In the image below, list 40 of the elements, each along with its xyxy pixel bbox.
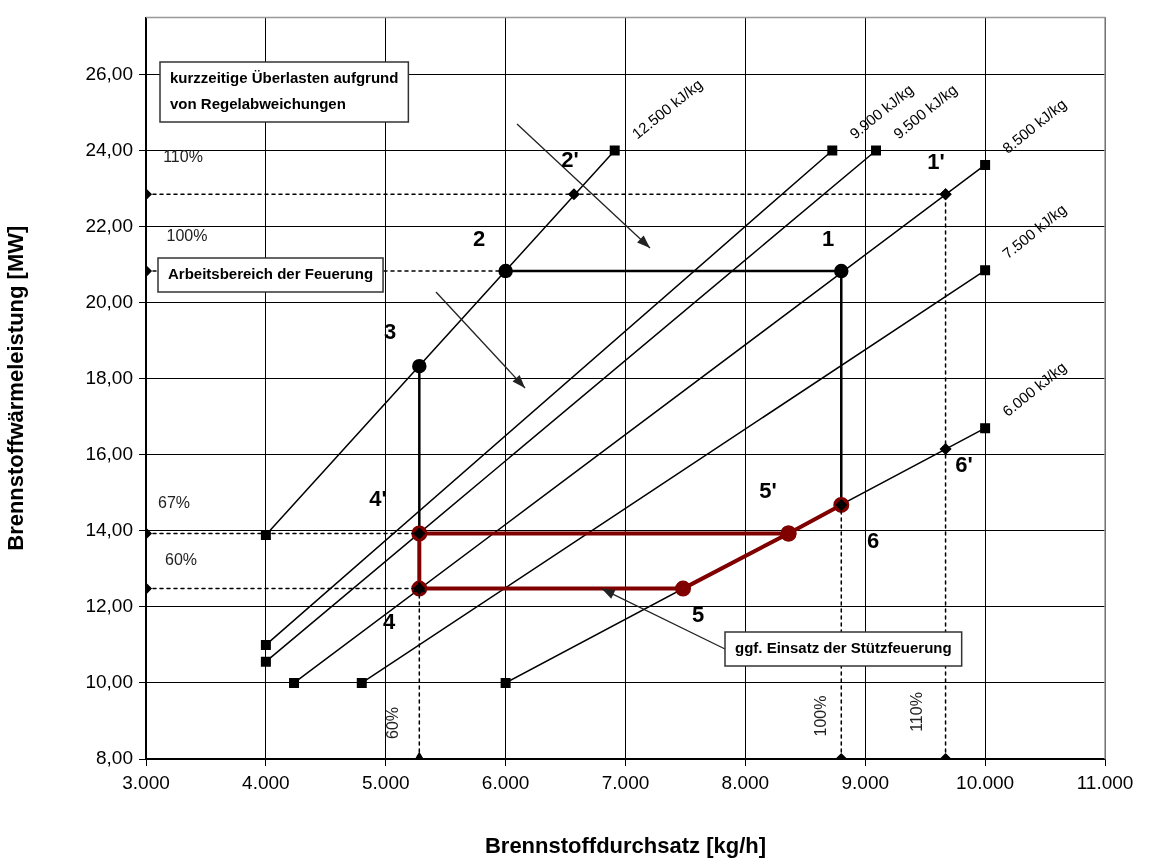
x-tick-label: 3.000 [122, 771, 170, 793]
annotation: 2' [561, 147, 579, 173]
y-tick-label: 8,00 [96, 747, 133, 769]
y-tick-label: 12,00 [85, 595, 133, 617]
x-tick-label: 5.000 [361, 771, 410, 793]
annotation: 5' [759, 478, 777, 504]
x-axis-title: Brennstoffdurchsatz [kg/h] [484, 832, 767, 858]
annotation: 6 [866, 528, 880, 554]
y-tick-label: 10,00 [85, 671, 133, 693]
y-tick-label: 26,00 [85, 62, 133, 84]
annotation: 1 [821, 226, 835, 252]
x-tick-label: 9.000 [841, 771, 890, 793]
annotation: 1' [927, 149, 945, 175]
annotation: 110% [908, 692, 926, 732]
annotation: 6' [955, 452, 973, 478]
annotation: ggf. Einsatz der Stützfeuerung [735, 639, 952, 657]
annotation: 67% [157, 494, 191, 512]
annotation: kurzzeitige Überlasten aufgrund von Regelabweichungen [170, 69, 399, 113]
annotation: 2 [472, 226, 486, 252]
x-tick-label: 7.000 [601, 771, 650, 793]
annotation: 4' [369, 486, 387, 512]
annotation: 60% [384, 706, 402, 740]
annotation: 60% [164, 551, 198, 569]
annotation: 100% [166, 227, 208, 245]
y-tick-label: 16,00 [85, 442, 133, 464]
x-tick-label: 8.000 [721, 771, 770, 793]
x-tick-label: 11.000 [1076, 771, 1134, 793]
annotation: 110% [163, 148, 203, 166]
x-tick-label: 6.000 [481, 771, 530, 793]
y-tick-label: 22,00 [85, 214, 133, 236]
annotation: 5 [691, 602, 705, 628]
y-tick-label: 24,00 [85, 138, 133, 160]
y-tick-label: 14,00 [85, 519, 133, 541]
annotation: 100% [812, 695, 830, 737]
y-tick-label: 18,00 [85, 366, 133, 388]
y-axis-title: Brennstoffwärmeleistung [MW] [3, 225, 29, 551]
annotation: Arbeitsbereich der Feuerung [168, 265, 374, 283]
x-tick-label: 10.000 [956, 771, 1015, 793]
x-tick-label: 4.000 [242, 771, 290, 793]
y-tick-label: 20,00 [85, 290, 133, 312]
